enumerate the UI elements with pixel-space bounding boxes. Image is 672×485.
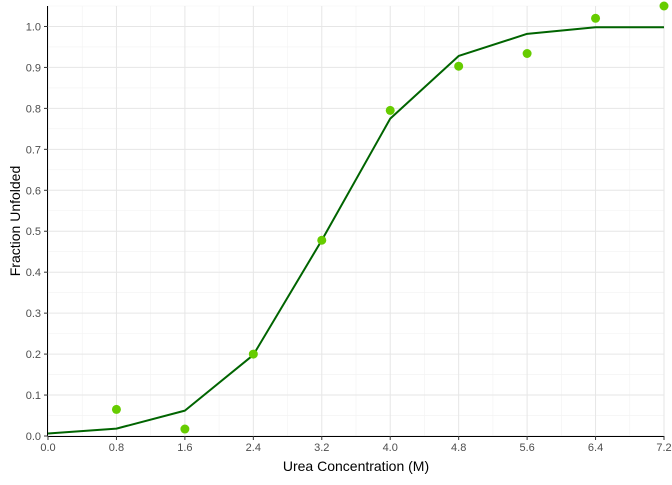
- data-point: [317, 235, 327, 245]
- x-tick-label: 0.8: [109, 442, 124, 454]
- y-tick-label: 0.9: [26, 62, 41, 74]
- x-axis-title: Urea Concentration (M): [283, 458, 429, 474]
- grid: [47, 5, 665, 437]
- axes: [47, 6, 664, 437]
- data-point: [522, 49, 532, 59]
- data-point: [385, 105, 395, 115]
- x-tick-label: 4.0: [383, 442, 398, 454]
- x-tick-label: 5.6: [519, 442, 534, 454]
- y-tick-label: 0.7: [26, 144, 41, 156]
- y-tick-label: 0.4: [26, 267, 41, 279]
- y-tick-label: 0.2: [26, 349, 41, 361]
- data-point: [248, 349, 258, 359]
- y-tick-label: 0.5: [26, 226, 41, 238]
- x-tick-label: 7.2: [656, 442, 671, 454]
- fit-line: [47, 26, 664, 435]
- y-tick-label: 0.6: [26, 185, 41, 197]
- y-tick-label: 0.3: [26, 308, 41, 320]
- x-tick-label: 4.8: [451, 442, 466, 454]
- data-point: [111, 404, 121, 414]
- x-tick-label: 6.4: [588, 442, 603, 454]
- y-axis-title: Fraction Unfolded: [7, 166, 23, 277]
- ticks: 0.0 0.8 1.6 2.4 3.2 4.0 4.8 5.6 6.4 7.2 0.0 0.1 0.2 0…: [26, 21, 672, 454]
- x-tick-label: 3.2: [314, 442, 329, 454]
- y-tick-label: 0.0: [26, 431, 41, 443]
- x-tick-label: 0.0: [40, 442, 55, 454]
- series: [47, 1, 669, 435]
- y-tick-label: 1.0: [26, 21, 41, 33]
- x-tick-label: 2.4: [246, 442, 261, 454]
- y-tick-label: 0.8: [26, 103, 41, 115]
- x-tick-label: 1.6: [177, 442, 192, 454]
- y-tick-label: 0.1: [26, 390, 41, 402]
- data-point: [180, 424, 190, 434]
- data-point: [659, 1, 669, 11]
- data-point: [454, 61, 464, 71]
- data-point: [591, 13, 601, 23]
